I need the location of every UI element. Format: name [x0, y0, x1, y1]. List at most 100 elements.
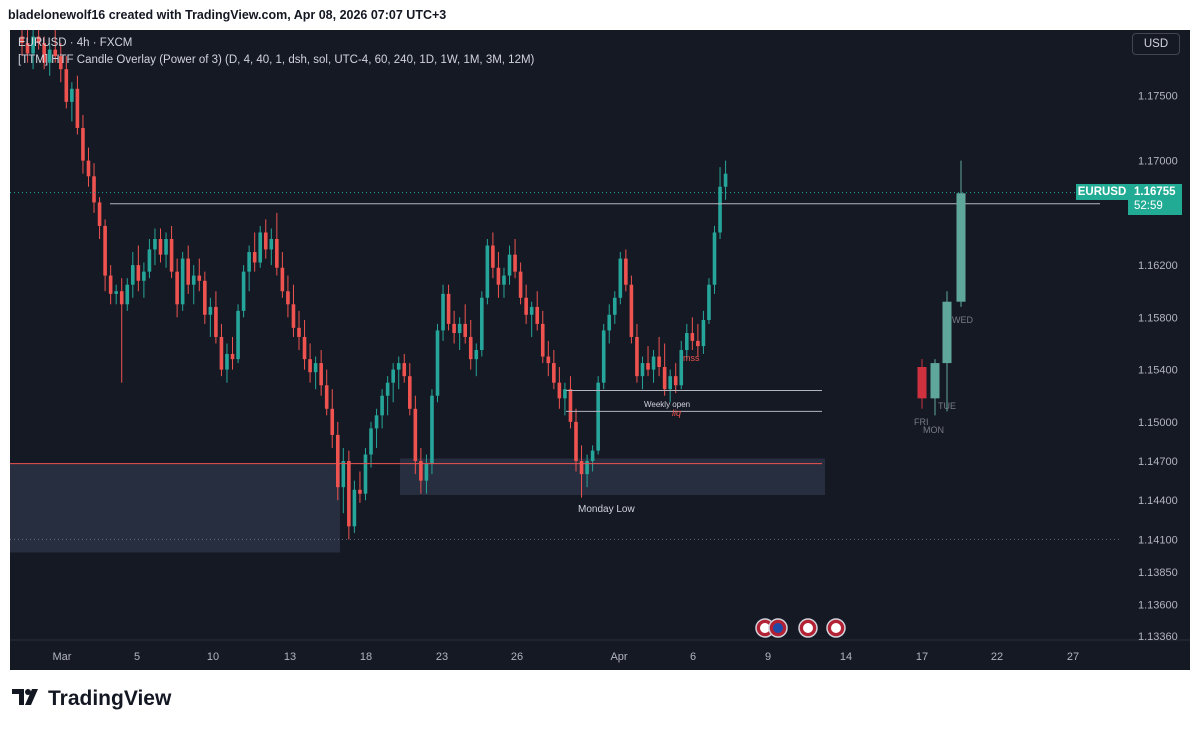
candle-body — [701, 319, 706, 347]
candle-body — [712, 232, 717, 285]
credit-header: bladelonewolf16 created with TradingView… — [0, 0, 1200, 30]
time-tick: 10 — [207, 651, 219, 663]
candle-body — [668, 376, 672, 390]
time-tick: 13 — [284, 651, 296, 663]
candle-body — [507, 254, 512, 276]
candle-body — [585, 461, 589, 475]
candle-body — [241, 271, 246, 311]
candle-body — [396, 363, 401, 370]
candle-body — [535, 306, 540, 324]
candle-body — [47, 49, 52, 63]
currency-button[interactable]: USD — [1132, 33, 1180, 55]
price-tick: 1.14700 — [1138, 456, 1178, 468]
candle-body — [291, 304, 296, 328]
candle-body — [108, 275, 113, 294]
chart-panel[interactable]: Weekly open mss liq Monday Low FRI MON TUE WED 1… — [10, 30, 1190, 670]
htf-candle-body — [956, 193, 966, 302]
candle-body — [723, 173, 728, 187]
chart-background — [10, 30, 1190, 670]
candle-body — [358, 489, 362, 494]
time-tick: 6 — [690, 651, 696, 663]
candle-body — [408, 376, 412, 409]
candle-body — [335, 434, 340, 488]
bar-countdown: 52:59 — [1134, 200, 1163, 212]
htf-candle-body — [942, 301, 952, 364]
candle-body — [607, 314, 612, 331]
candle-body — [86, 160, 91, 177]
demand-zone — [400, 458, 825, 496]
candle-body — [53, 49, 58, 57]
candle-body — [263, 232, 268, 250]
candle-body — [491, 245, 495, 268]
candle-body — [175, 271, 179, 305]
mss-label: mss — [683, 353, 700, 363]
candle-body — [457, 323, 462, 334]
candle-body — [452, 323, 456, 334]
candle-body — [42, 43, 46, 63]
candle-body — [474, 350, 479, 360]
time-tick: 14 — [840, 651, 852, 663]
candle-body — [590, 450, 595, 462]
candle-body — [269, 238, 274, 250]
candle-body — [58, 56, 63, 70]
candle-body — [225, 353, 229, 370]
time-tick: 17 — [916, 651, 928, 663]
candle-body — [612, 297, 617, 315]
footer: TradingView — [0, 670, 1200, 730]
candle-body — [446, 293, 451, 324]
candle-body — [557, 382, 562, 399]
candle-body — [230, 353, 235, 360]
candle-body — [297, 327, 301, 337]
time-tick: 5 — [134, 651, 140, 663]
price-tick: 1.17000 — [1138, 156, 1178, 168]
candle-body — [363, 454, 368, 494]
candle-body — [153, 238, 157, 250]
price-tick: 1.13600 — [1138, 600, 1178, 612]
candle-body — [502, 275, 506, 285]
candle-body — [64, 69, 69, 102]
candle-body — [319, 363, 323, 386]
tradingview-logo-icon — [12, 689, 38, 705]
candle-body — [596, 382, 600, 451]
candle-body — [563, 389, 567, 399]
candle-body — [579, 461, 584, 475]
candle-body — [97, 202, 102, 226]
candle-body — [380, 395, 384, 416]
candle-body — [574, 421, 578, 462]
candle-body — [463, 323, 467, 337]
htf-day-label: TUE — [938, 401, 956, 411]
candle-body — [424, 463, 429, 481]
time-tick: 22 — [991, 651, 1003, 663]
symbol-info[interactable]: EURUSD · 4h · FXCM — [18, 37, 133, 49]
price-tick: 1.15000 — [1138, 417, 1178, 429]
symbol-price-tag: EURUSD — [1076, 184, 1128, 200]
last-price-label: 1.16755 52:59 — [1128, 184, 1182, 215]
candle-body — [70, 88, 74, 102]
candle-body — [219, 336, 224, 370]
candle-body — [568, 389, 573, 422]
candle-body — [369, 428, 373, 455]
candle-body — [651, 356, 656, 370]
candle-body — [103, 225, 107, 276]
price-tick: 1.17500 — [1138, 90, 1178, 102]
candle-body — [20, 36, 24, 44]
price-tick: 1.13850 — [1138, 567, 1178, 579]
candle-body — [275, 238, 279, 268]
candle-body — [31, 36, 35, 54]
candle-body — [529, 306, 534, 315]
candle-body — [131, 265, 135, 285]
candle-body — [92, 176, 96, 203]
last-price: 1.16755 — [1134, 186, 1176, 198]
indicator-legend[interactable]: [TTM] HTF Candle Overlay (Power of 3) (D… — [18, 54, 535, 66]
candle-body — [430, 395, 434, 464]
flag-icon-center — [831, 623, 841, 633]
time-tick: 18 — [360, 651, 372, 663]
candle-body — [374, 415, 379, 429]
candle-body — [180, 258, 185, 305]
flag-icon-center — [773, 623, 783, 633]
candle-body — [347, 461, 351, 527]
candle-body — [119, 291, 124, 305]
price-tick: 1.14100 — [1138, 534, 1178, 546]
candle-body — [236, 310, 240, 360]
